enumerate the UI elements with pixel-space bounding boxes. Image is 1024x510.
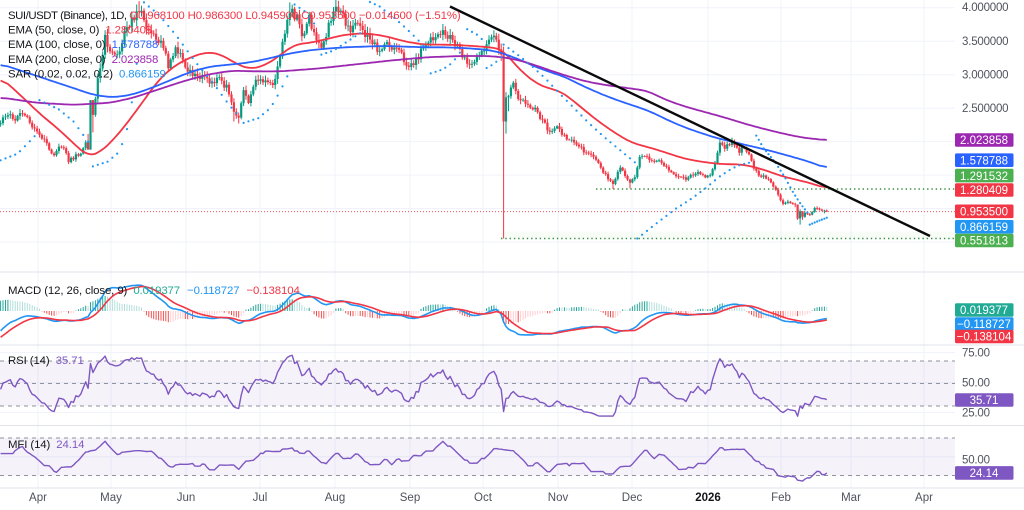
svg-text:25.00: 25.00 — [962, 408, 990, 420]
svg-text:SAR (0.02, 0.02, 0.2) 0.866159: SAR (0.02, 0.02, 0.2) 0.866159 — [8, 69, 166, 81]
svg-text:Oct: Oct — [474, 492, 493, 504]
svg-text:1.280409: 1.280409 — [960, 185, 1008, 197]
svg-text:50.00: 50.00 — [962, 378, 990, 390]
svg-text:EMA (50, close, 0) 1.280409: EMA (50, close, 0) 1.280409 — [8, 25, 152, 37]
svg-text:MACD (12, 26, close, 9) 0.0193: MACD (12, 26, close, 9) 0.019377 −0.11872… — [8, 285, 300, 297]
svg-text:35.71: 35.71 — [970, 395, 999, 407]
svg-text:2.023858: 2.023858 — [960, 135, 1008, 147]
svg-text:2026: 2026 — [695, 492, 721, 504]
svg-text:75.00: 75.00 — [962, 348, 990, 360]
svg-text:Mar: Mar — [841, 492, 861, 504]
svg-text:Feb: Feb — [771, 492, 791, 504]
svg-text:Dec: Dec — [622, 492, 643, 504]
svg-text:4.000000: 4.000000 — [962, 2, 1008, 14]
svg-text:2.500000: 2.500000 — [962, 103, 1008, 115]
svg-text:0.551813: 0.551813 — [960, 236, 1008, 248]
svg-text:MFI (14) 24.14: MFI (14) 24.14 — [8, 439, 84, 451]
svg-text:EMA (100, close, 0) 1.578788: EMA (100, close, 0) 1.578788 — [8, 39, 158, 51]
svg-text:0.866159: 0.866159 — [960, 222, 1008, 234]
svg-text:Nov: Nov — [548, 492, 569, 504]
svg-text:1.291532: 1.291532 — [960, 171, 1008, 183]
svg-text:EMA (200, close, 0) 2.023858: EMA (200, close, 0) 2.023858 — [8, 54, 158, 66]
svg-text:May: May — [100, 492, 122, 504]
svg-text:−0.138104: −0.138104 — [957, 332, 1012, 344]
svg-text:0.953500: 0.953500 — [960, 207, 1008, 219]
svg-text:3.000000: 3.000000 — [962, 70, 1008, 82]
svg-text:0.019377: 0.019377 — [960, 305, 1008, 317]
svg-text:3.500000: 3.500000 — [962, 36, 1008, 48]
svg-text:Jul: Jul — [253, 492, 268, 504]
svg-text:Jun: Jun — [177, 492, 196, 504]
svg-text:50.00: 50.00 — [962, 455, 990, 467]
svg-text:Apr: Apr — [29, 492, 47, 504]
svg-text:Aug: Aug — [325, 492, 345, 504]
svg-text:Apr: Apr — [915, 492, 933, 504]
svg-text:Sep: Sep — [400, 492, 420, 504]
svg-text:SUI/USDT (Binance), 1D, O0.968: SUI/USDT (Binance), 1D, O0.968100 H0.986… — [8, 10, 461, 22]
svg-text:RSI (14) 35.71: RSI (14) 35.71 — [8, 355, 84, 367]
svg-text:1.578788: 1.578788 — [960, 155, 1008, 167]
svg-text:24.14: 24.14 — [970, 468, 999, 480]
svg-text:−0.118727: −0.118727 — [957, 319, 1011, 331]
